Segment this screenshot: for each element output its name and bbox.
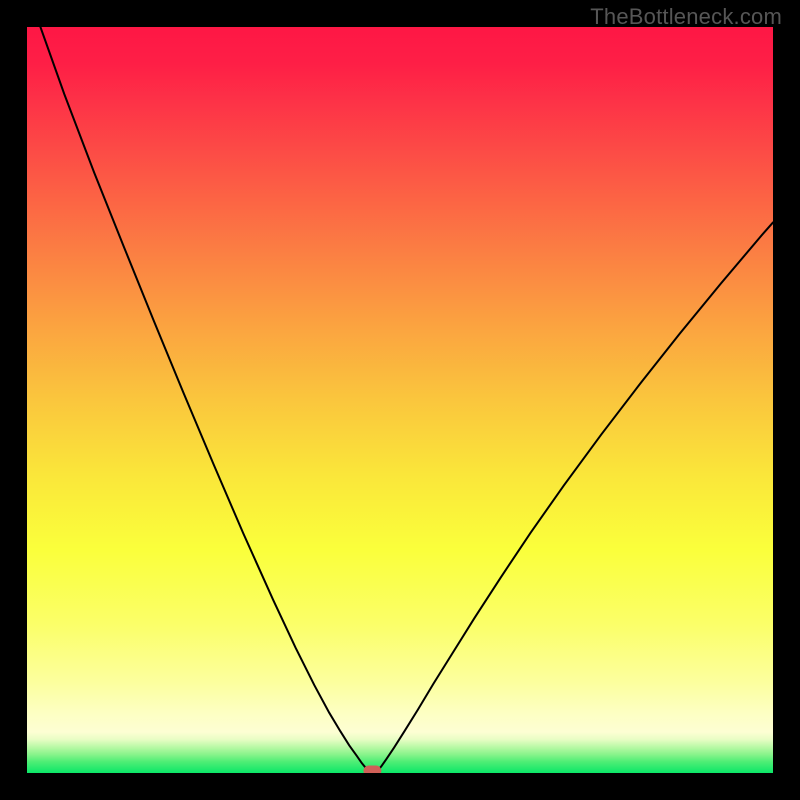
chart-svg xyxy=(27,27,773,773)
plot-area xyxy=(27,27,773,773)
chart-frame: TheBottleneck.com xyxy=(0,0,800,800)
chart-background xyxy=(27,27,773,773)
min-marker xyxy=(363,766,381,773)
